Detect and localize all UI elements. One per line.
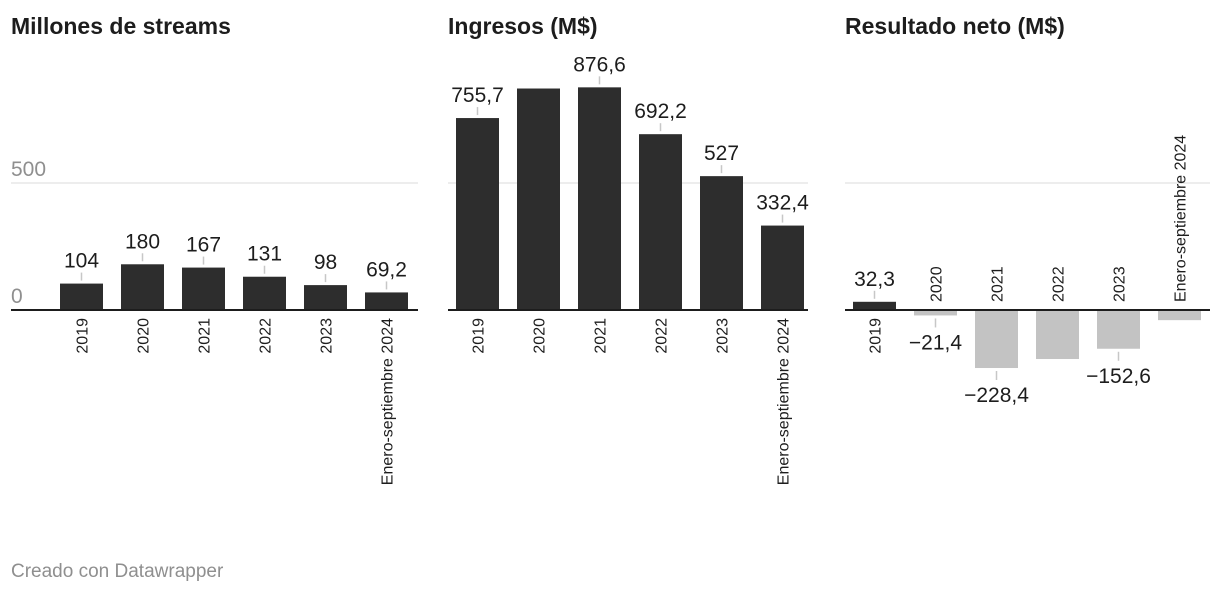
chart-3-bar-2019	[853, 301, 896, 310]
chart-1-bar-2019	[60, 283, 103, 310]
chart-3-category-label: 2021	[990, 266, 1007, 302]
chart-2-bar-2023	[700, 176, 743, 310]
chart-3-bar-2021	[975, 310, 1018, 369]
chart-2-value-label: 755,7	[451, 84, 504, 107]
chart-2-category-label: 2023	[715, 318, 732, 354]
chart-3-category-label: 2022	[1051, 266, 1068, 302]
chart-2-category-label: Enero-septiembre 2024	[776, 318, 793, 485]
chart-3-bar-2023	[1097, 310, 1140, 349]
chart-3-category-label: 2019	[868, 318, 885, 354]
chart-2-bar-2019	[456, 118, 499, 310]
chart-1-category-label: 2019	[75, 318, 92, 354]
chart-2-category-label: 2022	[654, 318, 671, 354]
chart-1-category-label: Enero-septiembre 2024	[380, 318, 397, 485]
chart-1-category-label: 2021	[197, 318, 214, 354]
chart-3-value-label: −228,4	[964, 384, 1029, 407]
chart-1-category-label: 2020	[136, 318, 153, 354]
chart-3-category-label: 2020	[929, 266, 946, 302]
chart-1-y-tick-label: 0	[11, 285, 23, 308]
chart-1-bar-2022	[243, 276, 286, 310]
chart-3-bar-2022	[1036, 310, 1079, 360]
chart-1-value-label: 131	[247, 243, 282, 266]
chart-3-value-label: 32,3	[854, 268, 895, 291]
chart-1-value-label: 69,2	[366, 258, 407, 281]
chart-1-value-label: 98	[314, 251, 337, 274]
chart-2-category-label: 2019	[471, 318, 488, 354]
chart-3-value-label: −21,4	[909, 331, 962, 354]
footer-credit: Creado con Datawrapper	[11, 561, 224, 582]
chart-2-value-label: 527	[704, 142, 739, 165]
chart-1-bar-enero-septiembre-2024	[365, 292, 408, 310]
chart-2-value-label: 692,2	[634, 100, 687, 123]
chart-2-value-label: 876,6	[573, 53, 626, 76]
chart-1-value-label: 180	[125, 230, 160, 253]
chart-2-title: Ingresos (M$)	[448, 13, 598, 39]
chart-1-bar-2023	[304, 285, 347, 310]
chart-3-title: Resultado neto (M$)	[845, 13, 1065, 39]
chart-1-category-label: 2022	[258, 318, 275, 354]
chart-1-bar-2020	[121, 264, 164, 310]
chart-1-value-label: 167	[186, 234, 221, 257]
chart-2-bar-enero-septiembre-2024	[761, 225, 804, 310]
chart-1-y-tick-label: 500	[11, 158, 46, 181]
chart-1-value-label: 104	[64, 250, 99, 273]
chart-3-bar-2020	[914, 310, 957, 316]
chart-3-category-label: 2023	[1112, 266, 1129, 302]
chart-1-category-label: 2023	[319, 318, 336, 354]
chart-1-bar-2021	[182, 267, 225, 310]
chart-2-value-label: 332,4	[756, 192, 809, 215]
chart-2-category-label: 2020	[532, 318, 549, 354]
chart-3-bar-enero-septiembre-2024	[1158, 310, 1201, 321]
chart-2-bar-2021	[578, 87, 621, 310]
chart-2-bar-2022	[639, 134, 682, 310]
chart-2-bar-2020	[517, 88, 560, 311]
chart-3-category-label: Enero-septiembre 2024	[1173, 135, 1190, 302]
chart-2-category-label: 2021	[593, 318, 610, 354]
chart-1-title: Millones de streams	[11, 13, 231, 39]
chart-3-value-label: −152,6	[1086, 365, 1151, 388]
